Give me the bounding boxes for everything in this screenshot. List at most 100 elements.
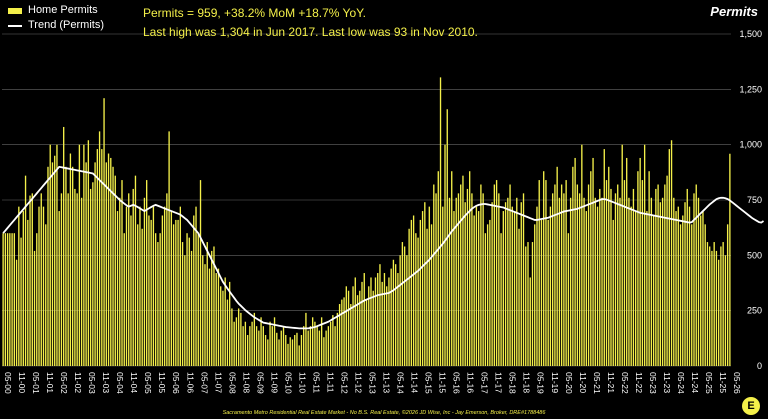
permit-bar [51,162,54,366]
permit-bar [175,219,177,366]
permit-bar [69,153,72,366]
permit-bar [610,188,612,366]
permit-bar [713,242,715,366]
permit-bar [63,126,65,367]
permit-bar [639,157,641,366]
permit-bar [666,175,668,366]
permit-bar [195,206,197,366]
permit-bar [323,337,325,366]
x-tick-label: 11-15 [438,372,448,393]
brand-logo-icon: E [742,397,760,415]
permit-bar [76,193,78,366]
permit-bar [442,206,444,366]
permit-bar [184,255,186,366]
permit-bar [161,215,164,366]
permit-bar [525,246,527,366]
permit-bar [249,326,251,366]
permit-bar [574,157,576,366]
x-tick-label: 11-17 [494,372,504,393]
permit-bar [103,98,105,366]
x-tick-label: 11-12 [353,372,363,393]
permit-bar [40,193,42,366]
x-tick-label: 05-16 [452,372,462,394]
permit-bar [112,166,114,366]
permit-bar [132,188,134,366]
permit-bar [477,211,480,366]
permit-bar [213,246,215,366]
permit-bar [652,215,655,366]
permit-bar [552,193,554,366]
permit-bar [22,211,24,366]
permit-bar [240,312,242,366]
logo-letter: E [747,400,755,412]
permit-bar [71,166,74,366]
permit-bar [617,184,619,366]
x-axis-ticks: 05-00 11-00 05-01 11-01 05-02 11-02 05-03 11-03… [3,372,742,394]
permit-bar [356,295,359,366]
permit-bar [415,233,417,366]
permit-bar [179,206,181,366]
permit-bar [386,286,388,366]
permit-bar [143,197,146,366]
permit-bar [637,171,639,366]
permit-bar [601,197,603,366]
permit-bar [114,175,116,366]
permit-bar [217,268,220,366]
permit-bar [661,197,664,366]
permit-bar [572,166,574,366]
x-tick-label: 11-19 [550,372,560,393]
permit-bar [47,166,49,366]
permit-bar [60,193,63,366]
permit-bar [670,140,673,366]
permit-bar [641,180,644,366]
y-tick-label: 250 [747,306,762,316]
permit-bar [435,193,437,366]
permit-bar [484,233,487,366]
permit-bar [632,188,635,366]
permit-bar [36,233,38,366]
x-tick-label: 11-16 [466,372,476,393]
permit-bar [706,242,709,366]
permit-bar [711,250,713,366]
x-tick-label: 11-09 [269,372,279,393]
permit-bar [381,281,383,366]
permit-bar [9,233,11,366]
permit-bar [190,250,193,366]
permit-bar [325,330,327,366]
permit-bar [370,277,372,366]
permit-bar [726,224,729,366]
permit-bar [338,304,341,366]
permit-bar [608,166,610,366]
permit-bar [303,326,305,366]
permit-bar [294,335,296,366]
permit-bar [56,144,58,366]
permit-bar [433,184,435,366]
headline-line-1: Permits = 959, +38.2% MoM +18.7% YoY. [143,6,366,20]
permit-bar [168,131,170,366]
permit-bar [475,206,478,366]
permit-bar [31,193,33,366]
permit-bar [119,197,121,366]
permit-bar [354,277,356,366]
permit-bar [603,149,605,366]
permit-bar [363,273,365,366]
permit-bar [495,180,498,366]
permit-bar [464,202,466,366]
permit-bar [20,237,22,366]
permit-bar [311,317,314,366]
permit-bar [657,184,659,366]
permit-bar [437,171,439,366]
permit-bar [419,219,422,366]
x-tick-label: 05-10 [283,372,293,394]
permit-bar [121,180,123,366]
permit-bar [596,206,599,366]
permit-bar [520,202,522,366]
x-tick-label: 11-10 [297,372,307,393]
permit-bar [480,184,482,366]
permit-bar [193,215,195,366]
permit-bar [392,259,395,366]
permit-bar [529,277,531,366]
permit-bar [352,286,354,366]
permit-bar [430,224,433,366]
permit-bar [471,193,473,366]
